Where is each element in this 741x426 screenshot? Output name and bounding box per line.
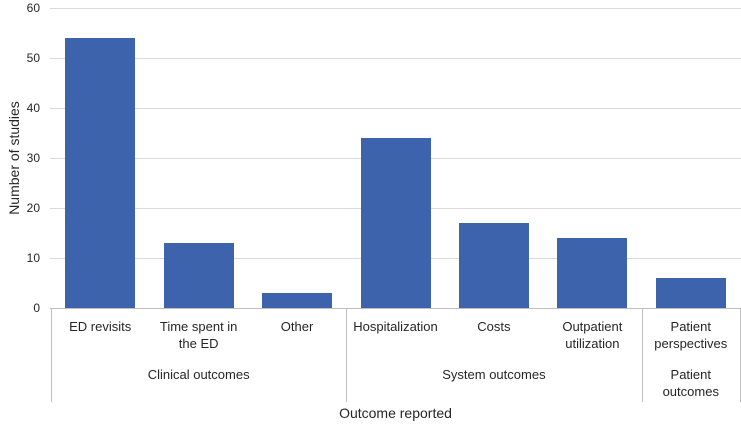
y-tick-label-30: 30	[26, 151, 40, 165]
gridline-50	[50, 58, 741, 59]
x-axis-title: Outcome reported	[339, 405, 452, 421]
group-label: System outcomes	[442, 367, 546, 382]
x-axis-line	[50, 308, 741, 309]
category-label: Time spent in the ED	[159, 319, 238, 351]
y-tick-label-20: 20	[26, 201, 40, 215]
category-label: Patient perspectives	[654, 319, 728, 351]
y-tick-label-40: 40	[26, 101, 40, 115]
y-tick-label-10: 10	[26, 251, 40, 265]
category-label: Outpatient utilization	[562, 319, 623, 351]
group-label: Patient outcomes	[662, 367, 719, 399]
gridline-60	[50, 8, 741, 9]
category-area-divider-0	[51, 308, 52, 402]
group-label: Clinical outcomes	[147, 367, 250, 382]
bar-time-spent-in-the-ed	[163, 243, 234, 308]
y-tick-label-60: 60	[26, 1, 40, 15]
bar-ed-revisits	[65, 38, 136, 308]
bar-other	[262, 293, 333, 308]
category-label: Hospitalization	[353, 319, 438, 334]
category-label: ED revisits	[69, 319, 132, 334]
bar-hospitalization	[360, 138, 431, 308]
category-label: Other	[280, 319, 314, 334]
bar-patient-perspectives	[655, 278, 726, 308]
category-label: Costs	[477, 319, 511, 334]
bar-outpatient-utilization	[557, 238, 628, 308]
y-tick-label-0: 0	[33, 301, 40, 315]
bar-costs	[458, 223, 529, 308]
category-area-divider-2	[641, 308, 643, 402]
category-area-divider-1	[346, 308, 348, 402]
y-tick-label-50: 50	[26, 51, 40, 65]
gridline-40	[50, 108, 741, 109]
